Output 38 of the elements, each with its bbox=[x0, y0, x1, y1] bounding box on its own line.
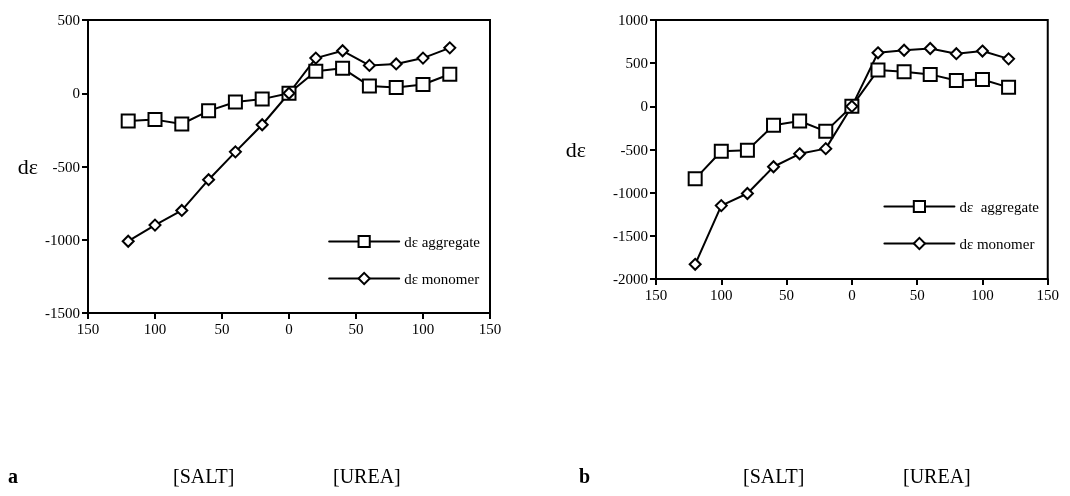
x-tick-label: 100 bbox=[411, 320, 435, 337]
x-tick-label: 150 bbox=[478, 320, 502, 337]
y-axis-title: dε bbox=[565, 137, 586, 162]
x-tick-label: 150 bbox=[76, 320, 100, 337]
y-tick-label: 0 bbox=[72, 85, 80, 102]
text: [SALT] bbox=[173, 465, 235, 487]
x-tick-label: 150 bbox=[644, 286, 668, 303]
text: [SALT] bbox=[743, 465, 805, 487]
y-tick-label: -1500 bbox=[613, 227, 648, 244]
x-tick-label: 50 bbox=[909, 286, 925, 303]
y-tick-label: 500 bbox=[625, 55, 648, 72]
y-tick-label: -500 bbox=[620, 141, 648, 158]
x-tick-label: 100 bbox=[143, 320, 167, 337]
x-tick-label: 150 bbox=[1036, 286, 1059, 303]
legend-label: dε monomer bbox=[959, 235, 1035, 252]
y-tick-label: -500 bbox=[52, 158, 80, 175]
y-tick-label: -1000 bbox=[613, 184, 648, 201]
y-tick-label: -1000 bbox=[45, 231, 80, 248]
y-axis-title: dε bbox=[17, 154, 38, 179]
x-tick-label: 100 bbox=[710, 286, 733, 303]
y-tick-label: 1000 bbox=[618, 12, 648, 28]
legend-label: dε aggregate bbox=[404, 233, 481, 250]
text: a bbox=[8, 465, 18, 487]
x-tick-label: 50 bbox=[214, 320, 230, 337]
x-tick-label: 0 bbox=[848, 286, 856, 303]
x-tick-label: 50 bbox=[779, 286, 795, 303]
y-tick-label: 0 bbox=[640, 98, 648, 115]
text: [UREA] bbox=[333, 465, 401, 487]
y-tick-label: 500 bbox=[57, 12, 80, 28]
x-tick-label: 100 bbox=[971, 286, 994, 303]
y-tick-label: -2000 bbox=[613, 271, 648, 287]
text: b bbox=[579, 465, 591, 487]
y-tick-label: -1500 bbox=[45, 305, 80, 321]
legend-label: dε aggregate bbox=[959, 198, 1040, 215]
x-tick-label: 50 bbox=[348, 320, 364, 337]
legend-label: dε monomer bbox=[404, 270, 480, 287]
x-tick-label: 0 bbox=[285, 320, 293, 337]
text: [UREA] bbox=[903, 465, 971, 487]
